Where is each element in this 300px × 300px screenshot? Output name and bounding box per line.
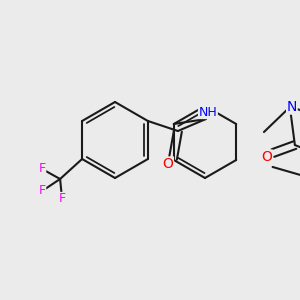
Text: O: O [163, 157, 173, 171]
Text: F: F [38, 163, 46, 176]
Text: NH: NH [199, 106, 217, 118]
Text: F: F [38, 184, 46, 197]
Text: O: O [261, 150, 272, 164]
Text: F: F [58, 193, 66, 206]
Text: N: N [287, 100, 297, 114]
